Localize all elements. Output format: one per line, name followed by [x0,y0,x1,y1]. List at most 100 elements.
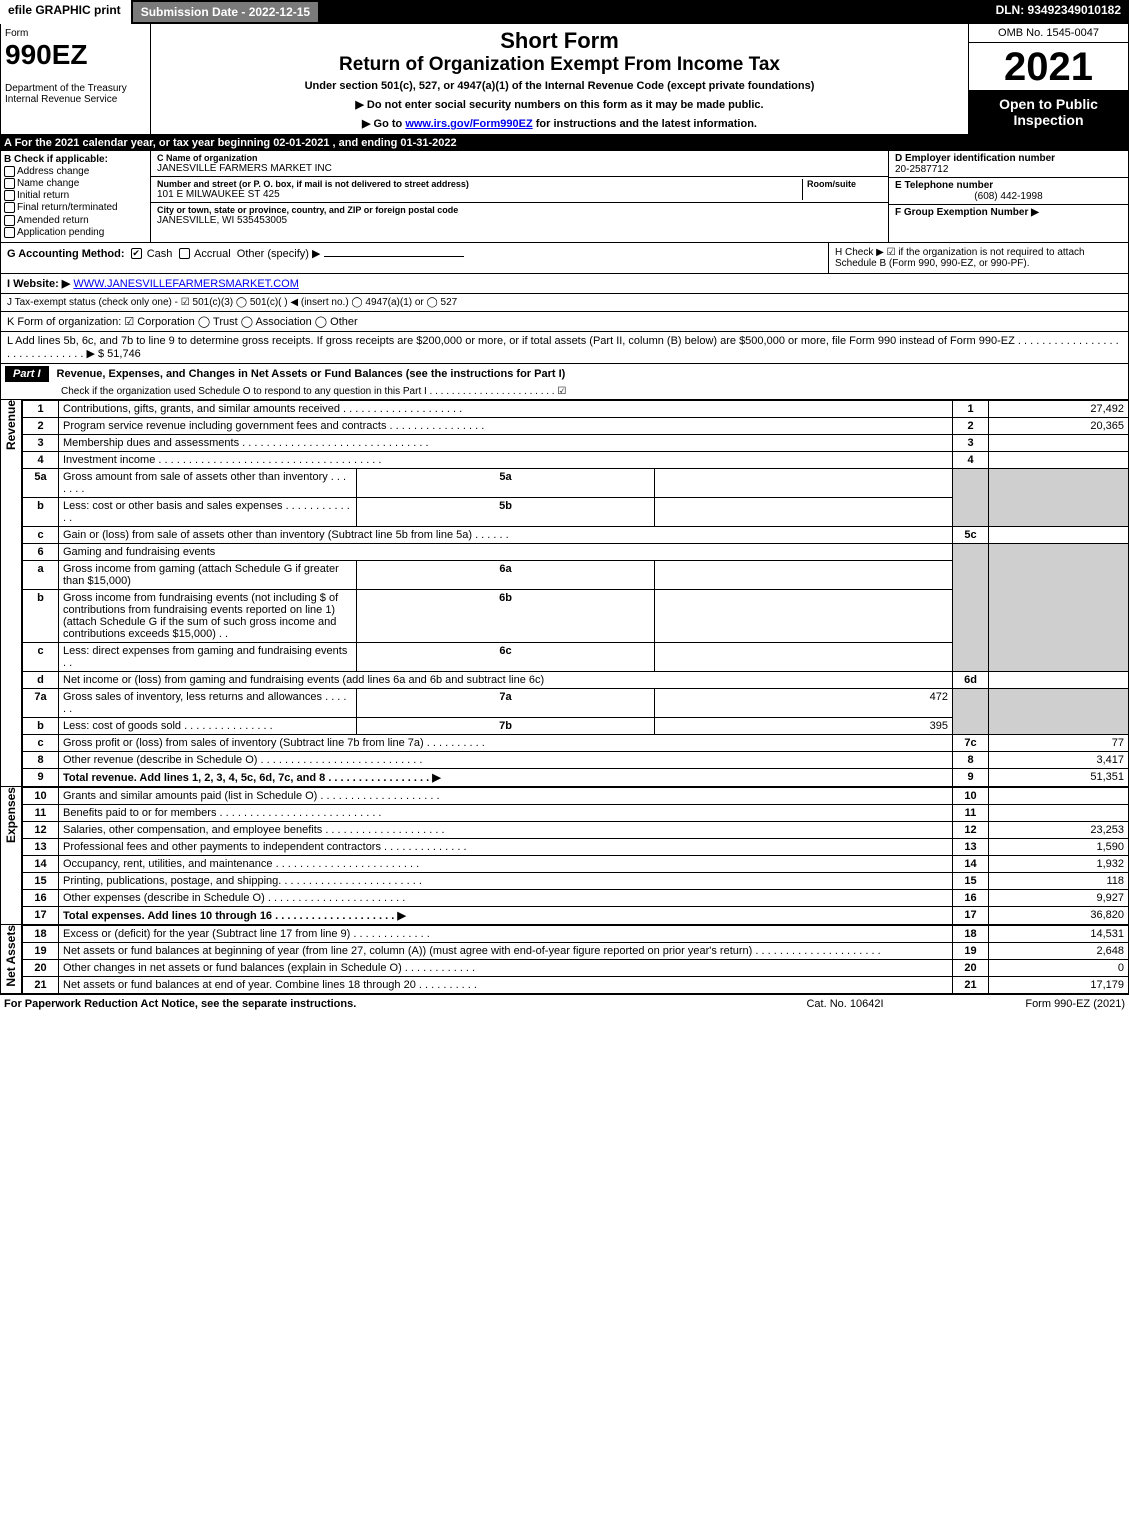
line-3: 3Membership dues and assessments . . . .… [23,434,1129,451]
subtitle: Under section 501(c), 527, or 4947(a)(1)… [155,80,964,92]
cb-accrual[interactable] [179,248,190,259]
line-2: 2Program service revenue including gover… [23,417,1129,434]
cb-application-pending[interactable]: Application pending [4,227,147,238]
line-11: 11Benefits paid to or for members . . . … [23,804,1129,821]
section-g: G Accounting Method: Cash Accrual Other … [1,243,828,273]
line-7c: cGross profit or (loss) from sales of in… [23,734,1129,751]
footer-left: For Paperwork Reduction Act Notice, see … [4,998,745,1010]
line-12: 12Salaries, other compensation, and empl… [23,821,1129,838]
line-17: 17Total expenses. Add lines 10 through 1… [23,906,1129,924]
dept-label: Department of the Treasury Internal Reve… [5,83,146,105]
section-b-header: B Check if applicable: [4,154,147,165]
section-l-text: L Add lines 5b, 6c, and 7b to line 9 to … [7,335,1119,360]
inst2-post: for instructions and the latest informat… [533,118,757,130]
line-5a: 5aGross amount from sale of assets other… [23,468,1129,497]
section-j: J Tax-exempt status (check only one) - ☑… [0,294,1129,312]
tax-year: 2021 [969,43,1128,90]
section-l: L Add lines 5b, 6c, and 7b to line 9 to … [0,332,1129,364]
phone-value: (608) 442-1998 [895,191,1122,202]
section-c: C Name of organization JANESVILLE FARMER… [151,151,888,242]
org-name-label: C Name of organization [157,153,882,163]
part-1-check: Check if the organization used Schedule … [1,384,1128,399]
line-6d: dNet income or (loss) from gaming and fu… [23,671,1129,688]
form-number: 990EZ [5,39,146,71]
addr-label: Number and street (or P. O. box, if mail… [157,179,802,189]
accounting-other: Other (specify) ▶ [237,248,321,260]
expenses-table: 10Grants and similar amounts paid (list … [22,787,1129,925]
line-8: 8Other revenue (describe in Schedule O) … [23,751,1129,768]
header-left: Form 990EZ Department of the Treasury In… [1,24,151,134]
line-6c: cLess: direct expenses from gaming and f… [23,642,1129,671]
part-1-header: Part I Revenue, Expenses, and Changes in… [0,364,1129,400]
part-1-title: Revenue, Expenses, and Changes in Net As… [57,368,1124,380]
section-a: A For the 2021 calendar year, or tax yea… [0,135,1129,151]
line-20: 20Other changes in net assets or fund ba… [23,959,1129,976]
title-short-form: Short Form [155,28,964,54]
expenses-block: Expenses 10Grants and similar amounts pa… [0,787,1129,925]
addr-value: 101 E MILWAUKEE ST 425 [157,189,802,200]
line-9: 9Total revenue. Add lines 1, 2, 3, 4, 5c… [23,768,1129,786]
city-value: JANESVILLE, WI 535453005 [157,215,882,226]
instruction-1: ▶ Do not enter social security numbers o… [155,98,964,111]
line-10: 10Grants and similar amounts paid (list … [23,787,1129,804]
website-label: I Website: ▶ [7,278,70,290]
netassets-table: 18Excess or (deficit) for the year (Subt… [22,925,1129,994]
section-b: B Check if applicable: Address change Na… [1,151,151,242]
vert-netassets: Net Assets [0,925,22,994]
revenue-block: Revenue 1Contributions, gifts, grants, a… [0,400,1129,787]
website-link[interactable]: WWW.JANESVILLEFARMERSMARKET.COM [73,278,299,290]
line-6b: bGross income from fundraising events (n… [23,589,1129,642]
line-13: 13Professional fees and other payments t… [23,838,1129,855]
vert-expenses: Expenses [0,787,22,925]
top-bar: efile GRAPHIC print Submission Date - 20… [0,0,1129,24]
line-5c: cGain or (loss) from sale of assets othe… [23,526,1129,543]
line-19: 19Net assets or fund balances at beginni… [23,942,1129,959]
section-h: H Check ▶ ☑ if the organization is not r… [828,243,1128,273]
ein-value: 20-2587712 [895,164,1122,175]
section-l-value: $ 51,746 [98,348,141,360]
city-label: City or town, state or province, country… [157,205,882,215]
line-14: 14Occupancy, rent, utilities, and mainte… [23,855,1129,872]
inst2-pre: ▶ Go to [362,118,405,130]
room-label: Room/suite [807,179,882,189]
group-exemption-label: F Group Exemption Number ▶ [895,207,1039,218]
footer-mid: Cat. No. 10642I [745,998,945,1010]
org-name: JANESVILLE FARMERS MARKET INC [157,163,882,174]
phone-label: E Telephone number [895,180,1122,191]
accounting-method-label: G Accounting Method: [7,248,125,260]
instruction-2: ▶ Go to www.irs.gov/Form990EZ for instru… [155,117,964,130]
cb-address-change[interactable]: Address change [4,166,147,177]
sections-bcdef: B Check if applicable: Address change Na… [0,151,1129,243]
header-mid: Short Form Return of Organization Exempt… [151,24,968,134]
line-6a: aGross income from gaming (attach Schedu… [23,560,1129,589]
cb-amended-return[interactable]: Amended return [4,215,147,226]
submission-date: Submission Date - 2022-12-15 [131,0,320,24]
line-6: 6Gaming and fundraising events [23,543,1129,560]
header-right: OMB No. 1545-0047 2021 Open to Public In… [968,24,1128,134]
title-return: Return of Organization Exempt From Incom… [155,54,964,76]
line-4: 4Investment income . . . . . . . . . . .… [23,451,1129,468]
section-i: I Website: ▶ WWW.JANESVILLEFARMERSMARKET… [0,274,1129,294]
open-inspection: Open to Public Inspection [969,90,1128,134]
sections-gh: G Accounting Method: Cash Accrual Other … [0,243,1129,274]
netassets-block: Net Assets 18Excess or (deficit) for the… [0,925,1129,994]
irs-link[interactable]: www.irs.gov/Form990EZ [405,118,532,130]
line-7b: bLess: cost of goods sold . . . . . . . … [23,717,1129,734]
part-1-tab: Part I [5,366,49,382]
revenue-table: 1Contributions, gifts, grants, and simil… [22,400,1129,787]
vert-revenue: Revenue [0,400,22,787]
line-1: 1Contributions, gifts, grants, and simil… [23,400,1129,417]
efile-label: efile GRAPHIC print [0,0,131,24]
ein-label: D Employer identification number [895,153,1122,164]
line-15: 15Printing, publications, postage, and s… [23,872,1129,889]
cb-initial-return[interactable]: Initial return [4,190,147,201]
dln-label: DLN: 93492349010182 [988,0,1129,24]
cb-name-change[interactable]: Name change [4,178,147,189]
cb-cash[interactable] [131,248,142,259]
omb-number: OMB No. 1545-0047 [969,24,1128,43]
sections-def: D Employer identification number 20-2587… [888,151,1128,242]
footer-right: Form 990-EZ (2021) [945,998,1125,1010]
line-7a: 7aGross sales of inventory, less returns… [23,688,1129,717]
cb-final-return[interactable]: Final return/terminated [4,202,147,213]
line-16: 16Other expenses (describe in Schedule O… [23,889,1129,906]
